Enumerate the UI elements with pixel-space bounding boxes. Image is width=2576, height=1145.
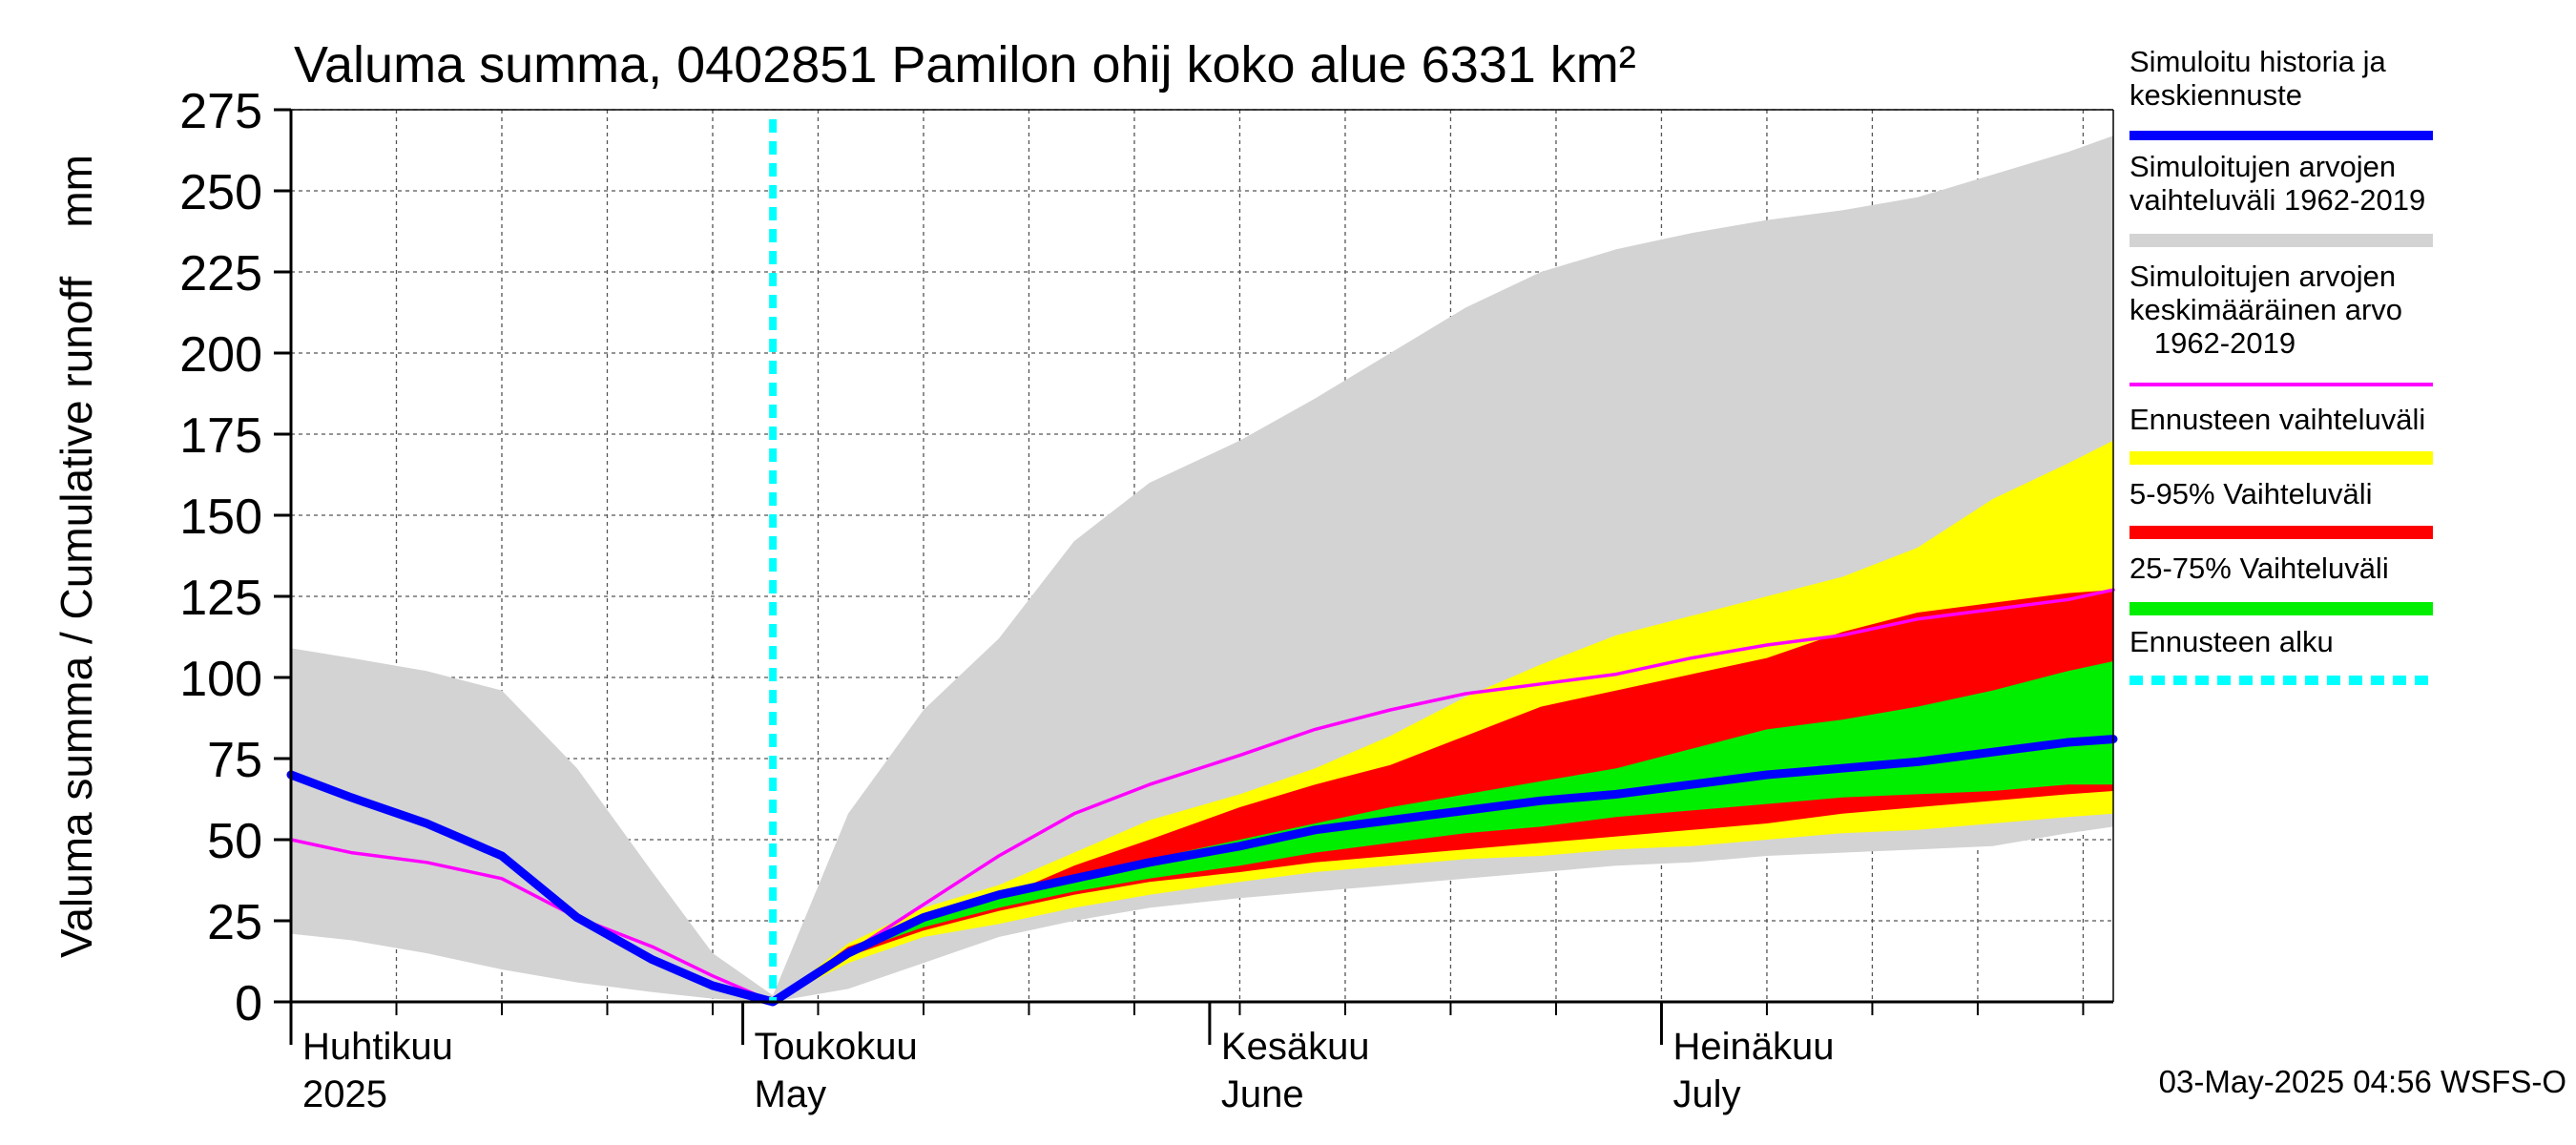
legend-label: Simuloitujen arvojen xyxy=(2129,260,2396,293)
x-month-label: Toukokuu xyxy=(755,1026,918,1068)
y-tick-label: 175 xyxy=(179,408,262,464)
legend-label: keskimääräinen arvo xyxy=(2129,293,2402,326)
y-tick-label: 50 xyxy=(207,814,262,869)
y-tick-label: 150 xyxy=(179,489,262,545)
band-5-95-vaihteluv-li xyxy=(773,590,2113,1002)
legend-swatch xyxy=(2129,383,2433,386)
chart-title: Valuma summa, 0402851 Pamilon ohij koko … xyxy=(294,36,1636,94)
legend-label: 5-95% Vaihteluväli xyxy=(2129,477,2372,510)
legend-label: 1962-2019 xyxy=(2129,326,2296,360)
y-tick-label: 75 xyxy=(207,733,262,788)
x-month-label: Heinäkuu xyxy=(1672,1026,1834,1068)
legend-label: Ennusteen vaihteluväli xyxy=(2129,403,2425,436)
legend-swatch xyxy=(2129,234,2433,247)
y-axis-label: Valuma summa / Cumulative runoff mm xyxy=(52,155,101,958)
x-month-sublabel: May xyxy=(755,1073,827,1115)
legend-label: vaihteluväli 1962-2019 xyxy=(2129,183,2425,217)
y-tick-label: 275 xyxy=(179,84,262,139)
legend-label: Simuloitu historia ja xyxy=(2129,45,2387,78)
series-line-median xyxy=(286,735,2118,1007)
legend-swatch xyxy=(2129,526,2433,539)
legend-label: Simuloitujen arvojen xyxy=(2129,150,2396,183)
x-month-label: Huhtikuu xyxy=(302,1026,453,1068)
x-month-sublabel: June xyxy=(1221,1073,1304,1115)
timestamp-label: 03-May-2025 04:56 WSFS-O xyxy=(2159,1064,2566,1099)
legend-label: Ennusteen alku xyxy=(2129,625,2334,658)
band-25-75-vaihteluv-li xyxy=(773,661,2113,1002)
y-tick-label: 0 xyxy=(235,976,262,1031)
x-month-sublabel: 2025 xyxy=(302,1073,387,1115)
y-tick-label: 225 xyxy=(179,246,262,302)
y-tick-label: 100 xyxy=(179,652,262,707)
legend-swatch xyxy=(2129,602,2433,615)
x-month-label: Kesäkuu xyxy=(1221,1026,1370,1068)
legend-label: keskiennuste xyxy=(2129,78,2302,112)
y-tick-label: 200 xyxy=(179,327,262,383)
legend-label: 25-75% Vaihteluväli xyxy=(2129,552,2389,585)
x-month-sublabel: July xyxy=(1672,1073,1740,1115)
y-tick-label: 250 xyxy=(179,165,262,220)
legend-swatch xyxy=(2129,451,2433,465)
legend-swatch xyxy=(2129,131,2433,140)
y-tick-label: 125 xyxy=(179,571,262,626)
y-tick-label: 25 xyxy=(207,895,262,950)
